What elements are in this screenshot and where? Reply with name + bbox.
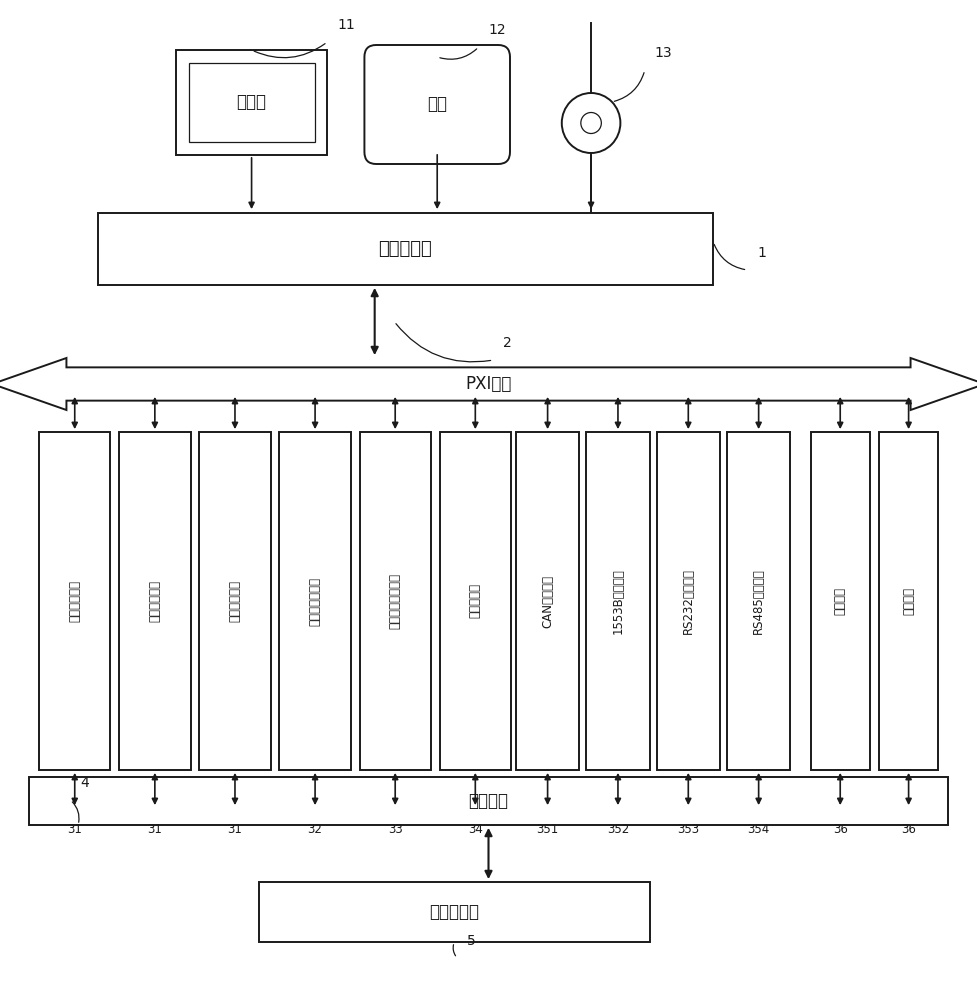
Text: 数字采集模块: 数字采集模块: [68, 580, 81, 622]
Circle shape: [562, 93, 620, 153]
Text: 352: 352: [607, 823, 629, 836]
Bar: [879, 432, 938, 770]
Text: 31: 31: [67, 823, 82, 836]
Text: 显示器: 显示器: [236, 94, 267, 111]
Text: 353: 353: [677, 823, 700, 836]
Text: 34: 34: [468, 823, 483, 836]
Text: 多用表模块: 多用表模块: [469, 584, 482, 618]
Text: PXI总线: PXI总线: [465, 375, 512, 393]
Bar: [279, 432, 351, 770]
Text: 2: 2: [503, 336, 512, 350]
Text: 5: 5: [467, 934, 476, 948]
Bar: [39, 432, 110, 770]
Text: 零槽控制器: 零槽控制器: [378, 240, 433, 258]
Bar: [516, 432, 579, 770]
Text: 351: 351: [536, 823, 559, 836]
Polygon shape: [0, 358, 977, 410]
Bar: [811, 432, 870, 770]
Text: 测试接口: 测试接口: [469, 792, 508, 810]
Text: 矩阵开关: 矩阵开关: [902, 587, 915, 615]
Bar: [657, 432, 720, 770]
Text: 33: 33: [388, 823, 403, 836]
Bar: [199, 432, 271, 770]
Circle shape: [580, 112, 602, 133]
Text: 1: 1: [757, 246, 766, 260]
Text: 数字采集模块: 数字采集模块: [149, 580, 161, 622]
Bar: [259, 882, 650, 942]
Text: 13: 13: [655, 46, 672, 60]
Text: 4: 4: [80, 776, 89, 790]
Bar: [189, 63, 315, 142]
Text: CAN总线模块: CAN总线模块: [541, 574, 554, 628]
Text: 11: 11: [337, 18, 355, 32]
Text: 数字采集模块: 数字采集模块: [229, 580, 241, 622]
Bar: [727, 432, 790, 770]
Text: 12: 12: [488, 23, 506, 37]
Text: 354: 354: [747, 823, 770, 836]
Text: 矩阵开关: 矩阵开关: [833, 587, 847, 615]
Bar: [360, 432, 431, 770]
Text: RS485串口模块: RS485串口模块: [752, 568, 765, 634]
Text: RS232串口模块: RS232串口模块: [682, 568, 695, 634]
Bar: [98, 213, 713, 285]
Text: 36: 36: [901, 823, 916, 836]
Bar: [586, 432, 650, 770]
Bar: [440, 432, 511, 770]
FancyBboxPatch shape: [364, 45, 510, 164]
Bar: [29, 777, 948, 825]
Bar: [176, 50, 327, 155]
Text: 36: 36: [832, 823, 848, 836]
Text: 31: 31: [228, 823, 242, 836]
Text: 1553B总线模块: 1553B总线模块: [612, 568, 624, 634]
Text: 电压同步输出模块: 电压同步输出模块: [389, 573, 402, 629]
Text: 键盘: 键盘: [427, 96, 447, 113]
Text: 被测电路板: 被测电路板: [429, 903, 480, 921]
Text: 数字激励响应卡: 数字激励响应卡: [309, 576, 321, 626]
Bar: [119, 432, 191, 770]
Text: 31: 31: [148, 823, 162, 836]
Text: 32: 32: [308, 823, 322, 836]
